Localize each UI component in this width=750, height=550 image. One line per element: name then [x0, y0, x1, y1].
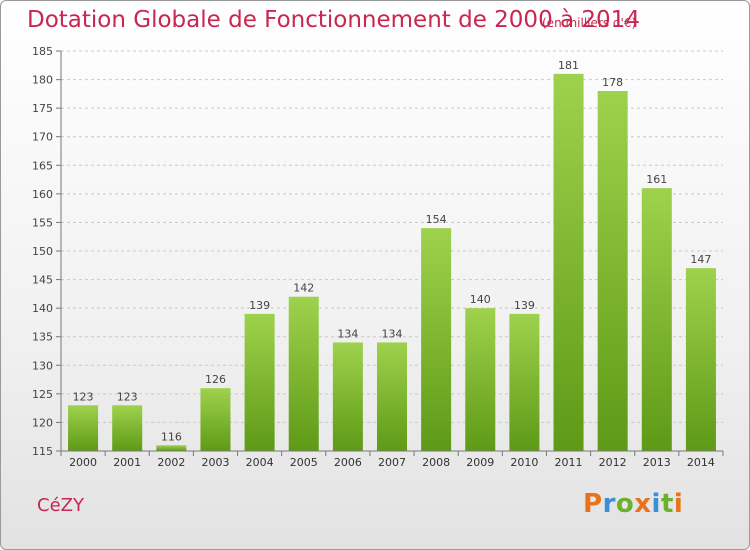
axes: 115 120 125 130 135 140 145 150 155 160 165 170 175 1…: [32, 45, 724, 469]
y-tick-label: 160: [32, 188, 53, 201]
bar: [200, 388, 231, 451]
y-tick-label: 150: [32, 245, 53, 258]
y-tick-label: 175: [32, 102, 53, 115]
bar-value-label: 134: [382, 327, 403, 340]
x-tick-label: 2000: [69, 456, 97, 469]
y-tick-label: 125: [32, 388, 53, 401]
y-tick-label: 135: [32, 331, 53, 344]
y-tick-label: 180: [32, 74, 53, 87]
proxiti-logo[interactable]: Proxiti: [583, 489, 683, 519]
y-tick-label: 170: [32, 131, 53, 144]
chart-subtitle: (en milliers d'€): [542, 16, 637, 30]
logo-letter: P: [583, 489, 603, 519]
commune-name: CéZY: [37, 495, 84, 516]
x-tick-label: 2014: [687, 456, 715, 469]
x-tick-label: 2012: [599, 456, 627, 469]
x-tick-label: 2001: [113, 456, 141, 469]
bar: [509, 313, 540, 451]
bar: [244, 313, 275, 451]
x-tick-label: 2003: [201, 456, 229, 469]
logo-letter: r: [602, 489, 616, 519]
y-tick-label: 145: [32, 274, 53, 287]
x-tick-label: 2004: [246, 456, 274, 469]
bar-value-label: 154: [426, 213, 447, 226]
chart-title: Dotation Globale de Fonctionnement de 20…: [27, 7, 640, 33]
logo-letter: x: [634, 489, 652, 519]
bar-value-label: 123: [117, 390, 138, 403]
logo-letter: i: [651, 489, 661, 519]
y-tick-label: 140: [32, 302, 53, 315]
x-tick-label: 2006: [334, 456, 362, 469]
x-tick-label: 2008: [422, 456, 450, 469]
bar-value-label: 140: [470, 293, 491, 306]
x-tick-label: 2009: [466, 456, 494, 469]
bar-value-label: 142: [293, 282, 314, 295]
bar: [68, 405, 99, 451]
y-tick-label: 120: [32, 416, 53, 429]
bar: [288, 296, 319, 451]
bar: [597, 91, 628, 451]
bar: [156, 445, 187, 451]
bar-value-label: 116: [161, 430, 182, 443]
bar: [685, 268, 716, 451]
bar-value-label: 139: [514, 299, 535, 312]
y-tick-label: 155: [32, 216, 53, 229]
bar: [112, 405, 143, 451]
logo-letter: o: [615, 489, 635, 519]
bar: [465, 308, 496, 451]
x-tick-label: 2005: [290, 456, 318, 469]
bar: [553, 73, 584, 451]
bar: [332, 342, 363, 451]
y-tick-label: 115: [32, 445, 53, 458]
y-tick-label: 130: [32, 359, 53, 372]
bar-value-label: 139: [249, 299, 270, 312]
bar-value-label: 178: [602, 76, 623, 89]
y-tick-label: 185: [32, 45, 53, 58]
x-tick-label: 2007: [378, 456, 406, 469]
bars: 123 123 116 126 139 142 134 134 154 140 139 181 178 1…: [68, 59, 716, 451]
bar-value-label: 123: [73, 390, 94, 403]
bar-value-label: 147: [690, 253, 711, 266]
x-tick-label: 2002: [157, 456, 185, 469]
bar: [641, 188, 672, 451]
bar-value-label: 181: [558, 59, 579, 72]
x-tick-label: 2010: [510, 456, 538, 469]
logo-letter: t: [660, 489, 674, 519]
bar-value-label: 161: [646, 173, 667, 186]
x-tick-label: 2011: [555, 456, 583, 469]
y-tick-label: 165: [32, 159, 53, 172]
logo-letter: i: [673, 489, 684, 519]
bar-value-label: 134: [337, 327, 358, 340]
bar: [421, 228, 452, 451]
x-tick-label: 2013: [643, 456, 671, 469]
bar: [376, 342, 408, 451]
bar-value-label: 126: [205, 373, 226, 386]
